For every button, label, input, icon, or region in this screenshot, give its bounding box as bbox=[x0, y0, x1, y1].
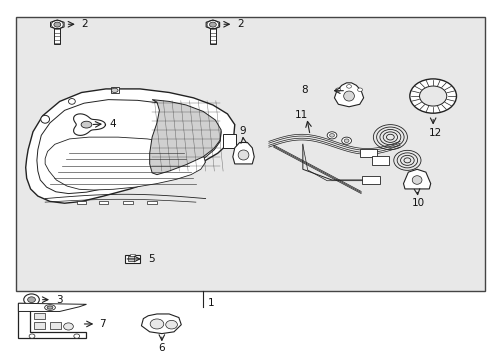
Text: 7: 7 bbox=[100, 319, 106, 329]
Bar bbox=[222, 134, 236, 148]
Circle shape bbox=[409, 79, 456, 113]
Bar bbox=[362, 176, 379, 184]
Ellipse shape bbox=[335, 88, 340, 91]
Ellipse shape bbox=[341, 137, 351, 144]
Text: 8: 8 bbox=[301, 85, 307, 95]
Polygon shape bbox=[26, 89, 234, 203]
Ellipse shape bbox=[346, 85, 351, 88]
Circle shape bbox=[63, 323, 73, 330]
Ellipse shape bbox=[68, 99, 75, 104]
Text: 12: 12 bbox=[428, 128, 441, 138]
Ellipse shape bbox=[47, 306, 53, 309]
Bar bbox=[129, 254, 134, 256]
Ellipse shape bbox=[44, 305, 55, 310]
Bar bbox=[147, 201, 157, 204]
Polygon shape bbox=[45, 137, 205, 190]
Bar bbox=[54, 28, 60, 44]
Ellipse shape bbox=[411, 176, 421, 184]
Ellipse shape bbox=[326, 132, 336, 139]
Bar bbox=[371, 156, 388, 165]
Circle shape bbox=[54, 22, 61, 27]
Bar bbox=[16, 18, 484, 291]
Text: 9: 9 bbox=[239, 126, 245, 136]
Text: 2: 2 bbox=[237, 19, 244, 29]
Bar bbox=[99, 201, 108, 204]
Text: 11: 11 bbox=[295, 110, 308, 120]
Text: 6: 6 bbox=[158, 343, 165, 353]
Circle shape bbox=[74, 334, 80, 338]
Circle shape bbox=[150, 319, 163, 329]
Text: 2: 2 bbox=[81, 19, 88, 29]
Bar bbox=[127, 256, 133, 261]
Bar bbox=[34, 322, 45, 329]
Polygon shape bbox=[334, 83, 363, 107]
Ellipse shape bbox=[238, 150, 248, 160]
Bar bbox=[122, 201, 132, 204]
Ellipse shape bbox=[41, 115, 49, 123]
Ellipse shape bbox=[343, 91, 354, 101]
Text: 5: 5 bbox=[148, 254, 155, 264]
Bar bbox=[34, 313, 45, 319]
Circle shape bbox=[165, 320, 177, 329]
Bar bbox=[125, 255, 140, 263]
Polygon shape bbox=[74, 114, 105, 135]
Bar bbox=[209, 28, 215, 44]
Circle shape bbox=[419, 86, 446, 106]
Bar bbox=[50, 322, 61, 329]
Polygon shape bbox=[19, 303, 86, 338]
Polygon shape bbox=[149, 100, 221, 175]
Circle shape bbox=[28, 297, 35, 302]
Bar bbox=[359, 149, 376, 157]
Ellipse shape bbox=[81, 121, 92, 128]
Polygon shape bbox=[403, 169, 430, 189]
Text: 10: 10 bbox=[411, 198, 424, 207]
Bar bbox=[111, 87, 118, 93]
Ellipse shape bbox=[111, 88, 118, 93]
Text: 3: 3 bbox=[56, 295, 62, 305]
Polygon shape bbox=[50, 20, 64, 29]
Polygon shape bbox=[232, 143, 254, 164]
Circle shape bbox=[29, 334, 35, 338]
Polygon shape bbox=[141, 314, 181, 334]
Circle shape bbox=[209, 22, 216, 27]
Polygon shape bbox=[19, 303, 86, 311]
Ellipse shape bbox=[329, 134, 334, 137]
Bar bbox=[77, 201, 86, 204]
Circle shape bbox=[24, 294, 39, 305]
Ellipse shape bbox=[357, 88, 362, 91]
Text: 1: 1 bbox=[207, 298, 214, 308]
Polygon shape bbox=[206, 20, 219, 29]
Ellipse shape bbox=[344, 139, 348, 143]
Polygon shape bbox=[37, 100, 221, 194]
Text: 4: 4 bbox=[110, 119, 116, 129]
